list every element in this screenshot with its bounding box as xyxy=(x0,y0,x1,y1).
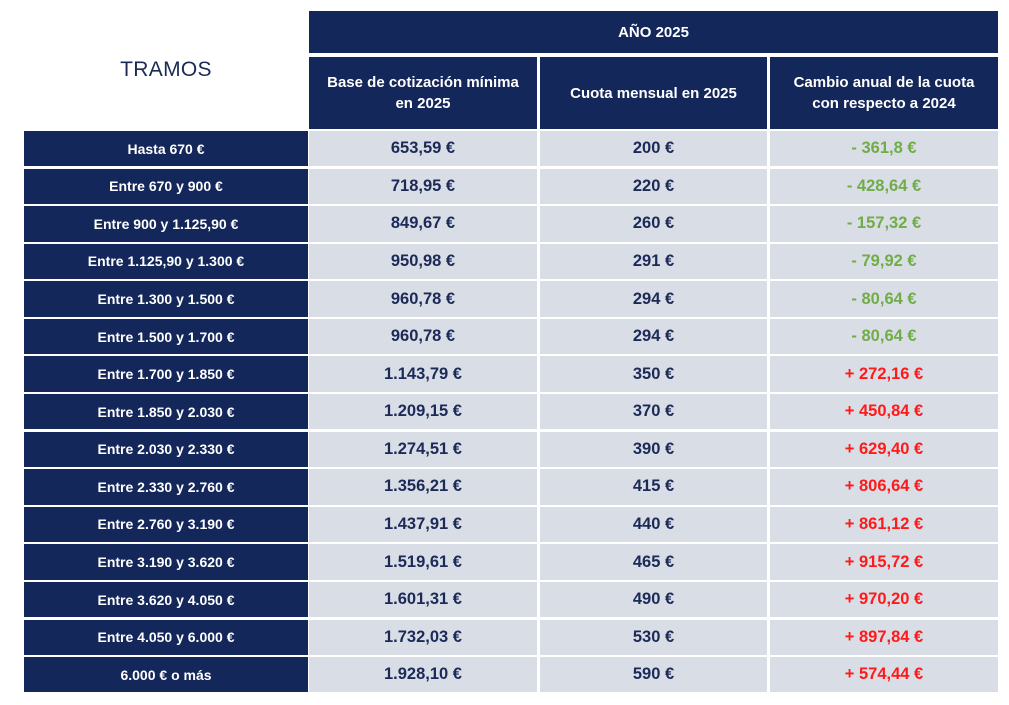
cambio-cell: - 80,64 € xyxy=(770,281,998,317)
table-row: Entre 4.050 y 6.000 €1.732,03 €530 € + 89… xyxy=(24,619,998,655)
tramo-cell: Entre 900 y 1.125,90 € xyxy=(24,206,308,242)
cuota-cell: 415 € xyxy=(540,469,767,505)
cambio-cell: - 361,8 € xyxy=(770,131,998,167)
tramos-title: TRAMOS xyxy=(120,58,212,81)
base-cell: 653,59 € xyxy=(309,131,537,167)
table-row: Entre 2.030 y 2.330 €1.274,51 €390 € + 62… xyxy=(24,431,998,468)
cambio-cell: + 897,84 € xyxy=(770,619,998,655)
column-header-base: Base de cotización mínima en 2025 xyxy=(309,57,537,129)
table-row: Entre 1.700 y 1.850 €1.143,79 €350 € + 27… xyxy=(24,356,998,392)
tramo-cell: Entre 4.050 y 6.000 € xyxy=(24,619,308,655)
tramo-cell: Entre 1.300 y 1.500 € xyxy=(24,281,308,317)
table-row: Entre 2.760 y 3.190 €1.437,91 €440 € + 86… xyxy=(24,506,998,543)
cuota-cell: 350 € xyxy=(540,356,767,392)
tramo-cell: 6.000 € o más xyxy=(24,657,308,693)
cuota-cell: 294 € xyxy=(540,318,767,355)
table-row: 6.000 € o más 1.928,10 €590 € + 574,44 € xyxy=(24,657,998,693)
table-row: Entre 1.850 y 2.030 €1.209,15 €370 € + 45… xyxy=(24,394,998,430)
cambio-cell: + 574,44 € xyxy=(770,657,998,693)
tramo-cell: Entre 3.190 y 3.620 € xyxy=(24,544,308,580)
tramo-cell: Entre 2.030 y 2.330 € xyxy=(24,431,308,468)
cambio-cell: + 806,64 € xyxy=(770,469,998,505)
cambio-cell: + 970,20 € xyxy=(770,581,998,618)
cambio-cell: - 79,92 € xyxy=(770,243,998,280)
cuota-cell: 294 € xyxy=(540,281,767,317)
cuota-cell: 220 € xyxy=(540,168,767,204)
base-cell: 1.601,31 € xyxy=(309,581,537,618)
base-cell: 1.356,21 € xyxy=(309,469,537,505)
cuota-cell: 200 € xyxy=(540,131,767,167)
cuota-cell: 370 € xyxy=(540,394,767,430)
base-cell: 1.143,79 € xyxy=(309,356,537,392)
tramo-cell: Entre 2.760 y 3.190 € xyxy=(24,506,308,543)
table-body: Hasta 670 €653,59 €200 € - 361,8 € Entre 6… xyxy=(24,131,998,693)
table-row: Entre 670 y 900 €718,95 €220 € - 428,64 € xyxy=(24,168,998,204)
tramo-cell: Entre 3.620 y 4.050 € xyxy=(24,581,308,618)
year-header: AÑO 2025 xyxy=(309,11,998,53)
base-cell: 1.732,03 € xyxy=(309,619,537,655)
table-row: Entre 2.330 y 2.760 €1.356,21 €415 € + 80… xyxy=(24,469,998,505)
cuota-cell: 440 € xyxy=(540,506,767,543)
tramo-cell: Entre 1.700 y 1.850 € xyxy=(24,356,308,392)
table-row: Entre 1.300 y 1.500 €960,78 €294 € - 80,6… xyxy=(24,281,998,317)
cambio-cell: - 428,64 € xyxy=(770,168,998,204)
base-cell: 960,78 € xyxy=(309,318,537,355)
base-cell: 950,98 € xyxy=(309,243,537,280)
column-header-cuota: Cuota mensual en 2025 xyxy=(540,57,767,129)
table-row: Entre 3.620 y 4.050 €1.601,31 €490 € + 97… xyxy=(24,581,998,618)
cuota-cell: 530 € xyxy=(540,619,767,655)
cuota-cell: 390 € xyxy=(540,431,767,468)
base-cell: 1.928,10 € xyxy=(309,657,537,693)
table-row: Entre 1.500 y 1.700 €960,78 €294 € - 80,6… xyxy=(24,318,998,355)
base-cell: 718,95 € xyxy=(309,168,537,204)
cuota-cell: 590 € xyxy=(540,657,767,693)
base-cell: 849,67 € xyxy=(309,206,537,242)
tramo-cell: Entre 1.125,90 y 1.300 € xyxy=(24,243,308,280)
cambio-cell: - 157,32 € xyxy=(770,206,998,242)
table-row: Entre 3.190 y 3.620 €1.519,61 €465 € + 91… xyxy=(24,544,998,580)
cuota-cell: 260 € xyxy=(540,206,767,242)
cuota-cell: 465 € xyxy=(540,544,767,580)
cambio-cell: + 629,40 € xyxy=(770,431,998,468)
cambio-cell: + 915,72 € xyxy=(770,544,998,580)
tramo-cell: Entre 670 y 900 € xyxy=(24,168,308,204)
column-header-cambio: Cambio anual de la cuota con respecto a … xyxy=(770,57,998,129)
cambio-cell: + 450,84 € xyxy=(770,394,998,430)
base-cell: 1.437,91 € xyxy=(309,506,537,543)
cuota-cell: 291 € xyxy=(540,243,767,280)
table-row: Entre 1.125,90 y 1.300 €950,98 €291 € - 7… xyxy=(24,243,998,280)
base-cell: 1.209,15 € xyxy=(309,394,537,430)
table-row: Entre 900 y 1.125,90 €849,67 €260 € - 157… xyxy=(24,206,998,242)
cuota-cell: 490 € xyxy=(540,581,767,618)
cambio-cell: + 861,12 € xyxy=(770,506,998,543)
tramo-cell: Hasta 670 € xyxy=(24,131,308,167)
cambio-cell: - 80,64 € xyxy=(770,318,998,355)
cambio-cell: + 272,16 € xyxy=(770,356,998,392)
tramo-cell: Entre 1.500 y 1.700 € xyxy=(24,318,308,355)
tramo-cell: Entre 1.850 y 2.030 € xyxy=(24,394,308,430)
base-cell: 1.519,61 € xyxy=(309,544,537,580)
base-cell: 1.274,51 € xyxy=(309,431,537,468)
base-cell: 960,78 € xyxy=(309,281,537,317)
table-row: Hasta 670 €653,59 €200 € - 361,8 € xyxy=(24,131,998,167)
tramo-cell: Entre 2.330 y 2.760 € xyxy=(24,469,308,505)
